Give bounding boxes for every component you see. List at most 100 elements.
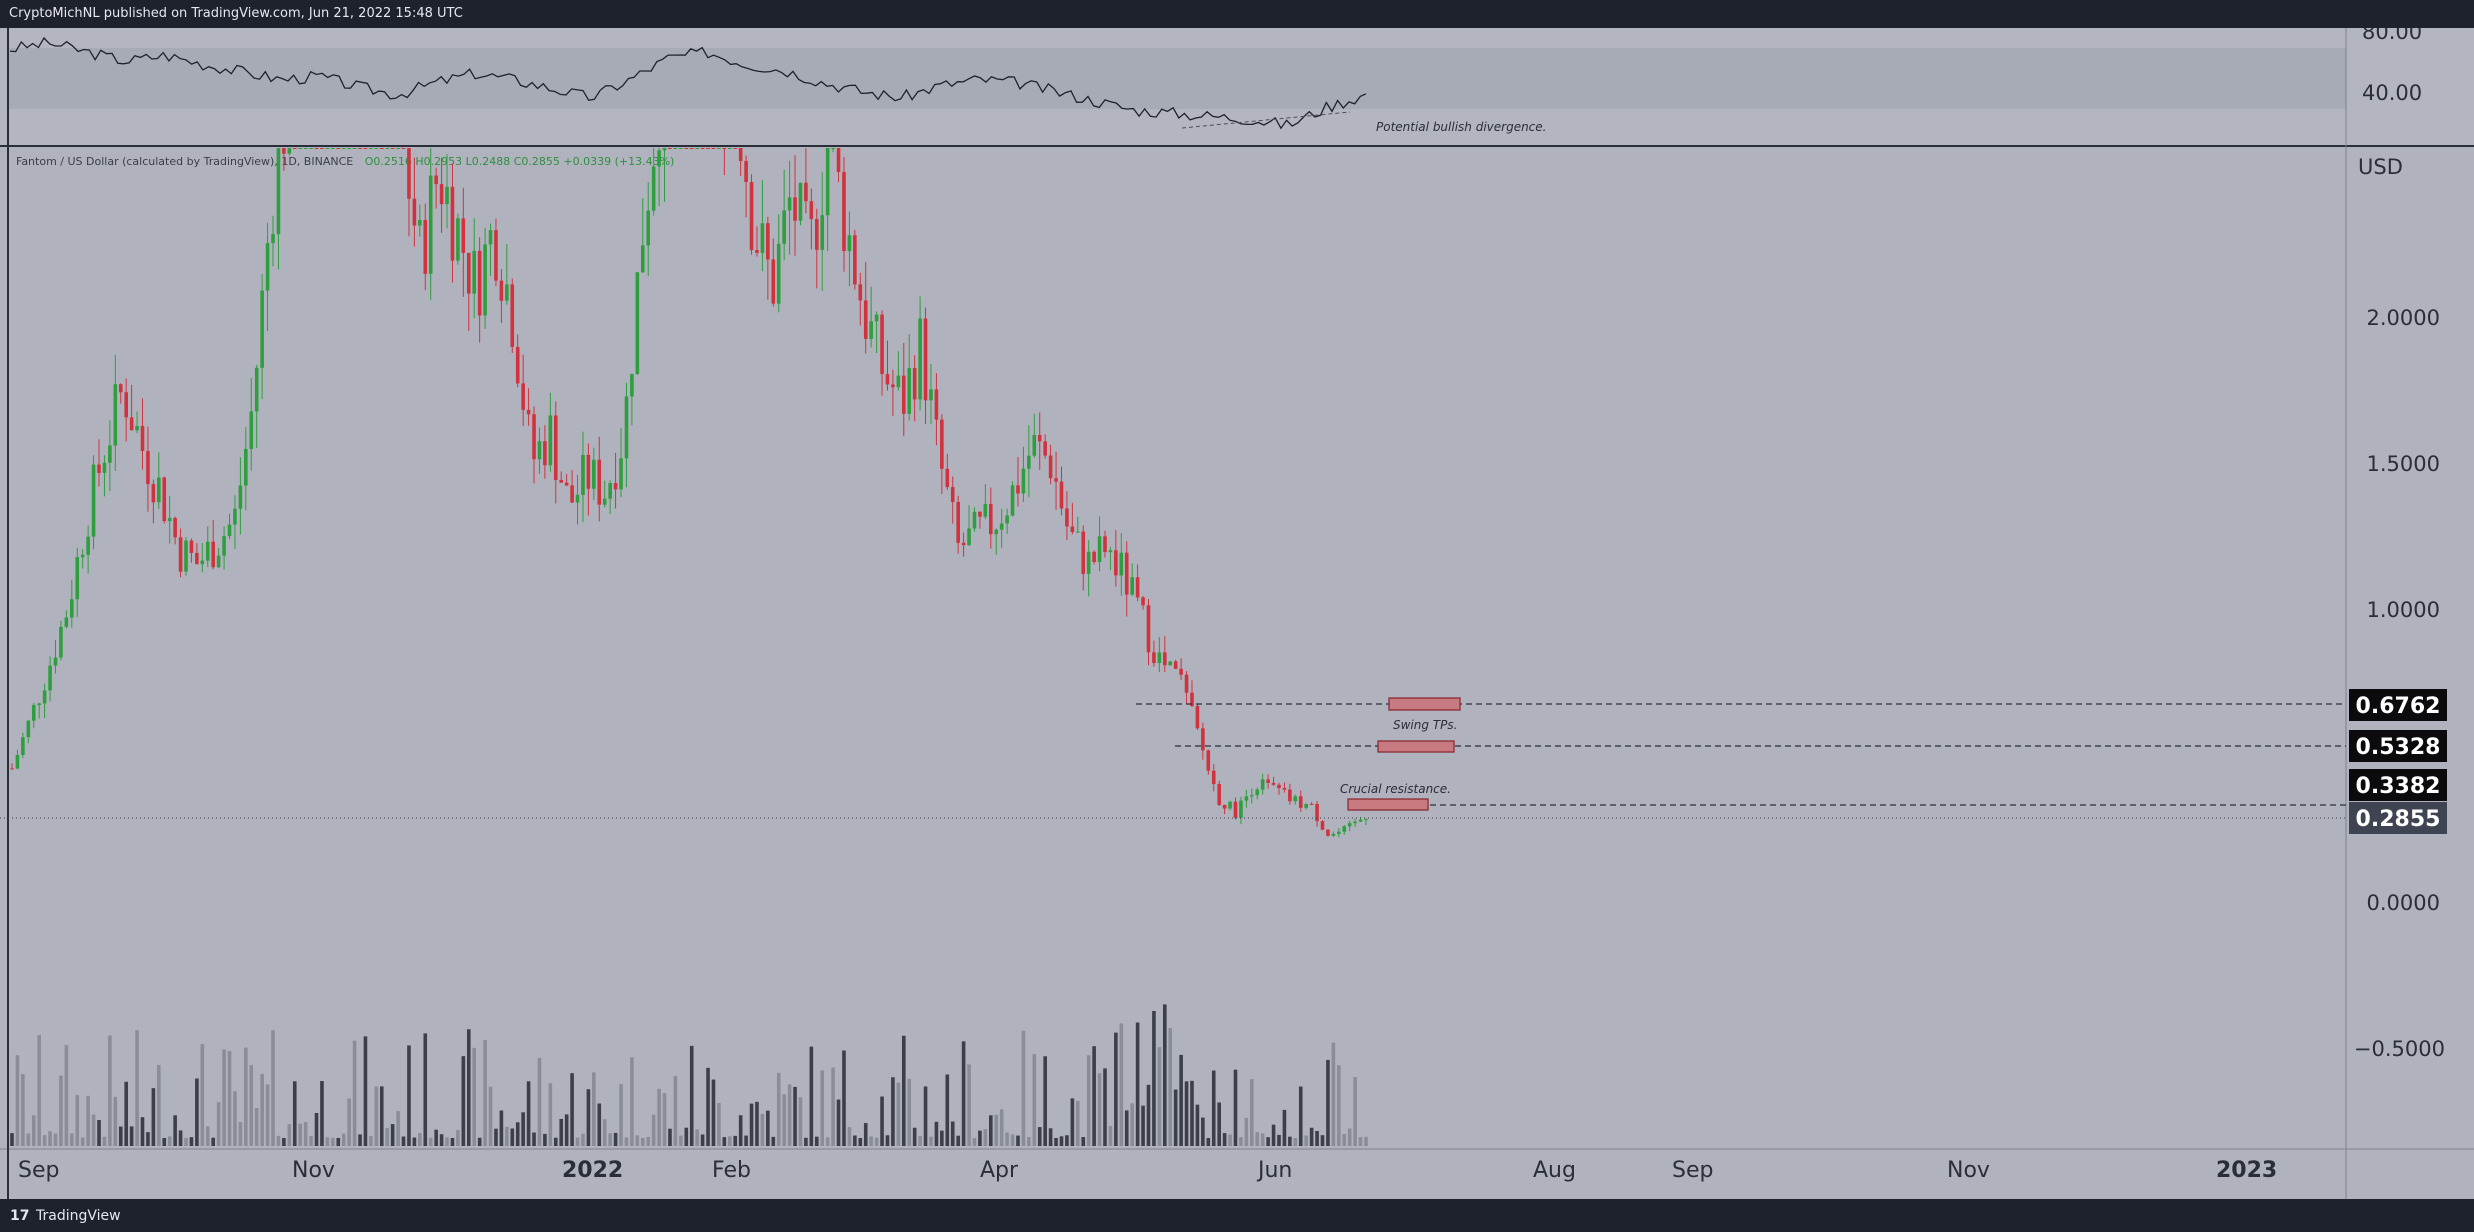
candle-body — [494, 230, 498, 281]
candle-body — [48, 665, 52, 691]
x-label-2023: 2023 — [2216, 1158, 2277, 1183]
volume-bar — [869, 1136, 873, 1146]
candle-body — [135, 425, 139, 431]
candle-body — [189, 540, 194, 553]
candle-body — [510, 284, 515, 347]
price-chart[interactable]: Potential bullish divergence. 80.00 40.0… — [0, 28, 2474, 1199]
candle-body — [249, 411, 254, 449]
volume-bar — [390, 1124, 395, 1146]
volume-bar — [526, 1081, 531, 1146]
volume-bar — [1168, 1027, 1173, 1146]
volume-bar — [1277, 1134, 1281, 1146]
volume-bar — [853, 1135, 857, 1146]
crucial-resistance-zone[interactable] — [1347, 798, 1429, 811]
volume-bar — [1282, 1109, 1287, 1146]
candle-body — [445, 186, 449, 205]
volume-bar — [1201, 1117, 1205, 1146]
candle-body — [488, 230, 493, 245]
volume-bar — [602, 1119, 607, 1146]
volume-bar — [363, 1036, 368, 1146]
candle-body — [613, 483, 618, 490]
candle-body — [880, 314, 884, 375]
candle-body — [1157, 652, 1162, 664]
candle-body — [586, 454, 591, 489]
x-label-apr: Apr — [980, 1158, 1019, 1183]
volume-bar — [271, 1030, 275, 1146]
x-label-nov-2: Nov — [1947, 1158, 1990, 1183]
volume-bar — [1043, 1056, 1047, 1146]
volume-bar — [1250, 1079, 1254, 1146]
volume-bar — [1347, 1128, 1352, 1146]
volume-bar — [1086, 1055, 1091, 1146]
volume-bar — [254, 1107, 259, 1146]
candle-body — [776, 243, 781, 304]
candle-body — [341, 148, 346, 149]
volume-bar — [1108, 1126, 1113, 1146]
volume-bar — [1337, 1065, 1341, 1146]
volume-bar — [657, 1088, 661, 1146]
candle-body — [129, 417, 134, 431]
volume-bar — [1048, 1128, 1053, 1146]
volume-bar — [532, 1132, 536, 1146]
volume-bar — [1010, 1134, 1015, 1146]
volume-bars — [10, 1004, 1368, 1146]
volume-bar — [874, 1137, 879, 1146]
volume-bar — [912, 1127, 917, 1146]
volume-bar — [227, 1050, 232, 1146]
candle-body — [118, 384, 123, 393]
candle-body — [238, 485, 243, 509]
volume-bar — [276, 1135, 281, 1146]
volume-bar — [940, 1130, 944, 1146]
badge-0-3382 — [2349, 769, 2447, 801]
volume-bar — [423, 1033, 428, 1146]
candle-body — [760, 223, 765, 253]
candle-body — [200, 560, 205, 565]
candle-body — [1114, 550, 1118, 576]
candle-body — [820, 215, 825, 250]
candle-body — [244, 448, 248, 486]
candle-body — [21, 737, 25, 755]
volume-bar — [249, 1065, 254, 1146]
candle-body — [657, 150, 661, 167]
swing-tp-zone-upper[interactable] — [1388, 697, 1461, 711]
tradingview-brand[interactable]: TradingView — [36, 1208, 121, 1224]
volume-bar — [684, 1127, 689, 1146]
volume-bar — [1364, 1136, 1368, 1146]
volume-bar — [1141, 1105, 1145, 1146]
volume-bar — [548, 1083, 553, 1146]
swing-tp-zone-lower[interactable] — [1377, 740, 1455, 753]
candle-body — [1315, 803, 1319, 822]
candle-body — [363, 148, 368, 149]
volume-bar — [320, 1081, 324, 1146]
volume-bar — [1233, 1069, 1238, 1146]
volume-bar — [825, 1137, 830, 1146]
badge-0-6762-text: 0.6762 — [2356, 694, 2441, 719]
volume-bar — [396, 1111, 400, 1146]
volume-bar — [738, 1115, 743, 1146]
volume-bar — [1021, 1030, 1026, 1146]
candle-body — [336, 148, 341, 149]
volume-bar — [597, 1103, 602, 1146]
volume-bar — [135, 1030, 139, 1146]
volume-bar — [787, 1084, 792, 1146]
candle-body — [1260, 779, 1265, 790]
volume-bar — [86, 1095, 90, 1146]
volume-bar — [1190, 1080, 1194, 1146]
candle-body — [912, 368, 917, 400]
candle-body — [91, 464, 96, 537]
publisher-text: CryptoMichNL published on TradingView.co… — [9, 6, 463, 21]
candle-body — [10, 768, 14, 770]
volume-bar — [336, 1137, 341, 1146]
candle-body — [842, 171, 846, 252]
candle-body — [1320, 821, 1325, 830]
volume-bar — [793, 1086, 797, 1146]
tradingview-logo-icon[interactable]: 17 — [10, 1208, 30, 1224]
y-tick-1: 1.0000 — [2367, 598, 2440, 622]
candle-body — [967, 528, 971, 546]
candle-body — [1266, 779, 1270, 783]
candle-body — [325, 148, 330, 149]
candle-body — [260, 290, 264, 368]
x-label-feb: Feb — [712, 1158, 751, 1183]
candle-body — [706, 148, 710, 149]
candle-body — [896, 375, 901, 388]
